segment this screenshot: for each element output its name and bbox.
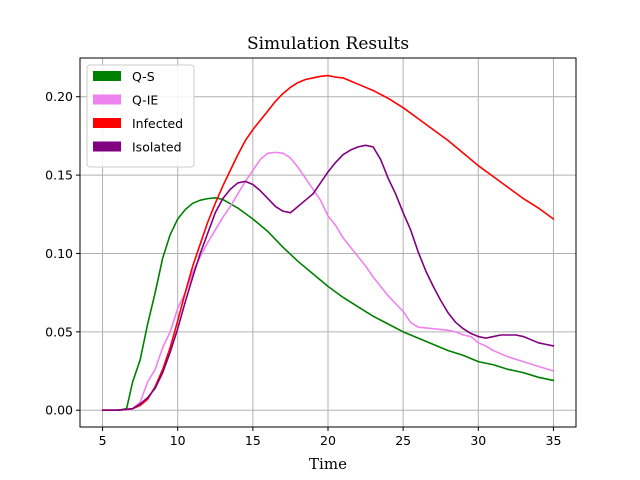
x-tick-label: 15 bbox=[245, 433, 261, 448]
chart-title: Simulation Results bbox=[247, 34, 409, 54]
y-tick-label: 0.10 bbox=[45, 246, 73, 261]
legend: Q-S Q-IE Infected Isolated bbox=[86, 64, 195, 168]
legend-label-q-s: Q-S bbox=[132, 69, 155, 84]
legend-swatch-infected bbox=[93, 118, 121, 128]
series-line-isolated bbox=[101, 144, 555, 412]
series-line-q-ie bbox=[101, 151, 555, 412]
y-tick-label: 0.20 bbox=[45, 89, 73, 104]
x-axis-ticks: 5 10 15 20 25 30 35 bbox=[99, 427, 562, 448]
x-tick-label: 10 bbox=[170, 433, 186, 448]
x-tick-label: 30 bbox=[470, 433, 486, 448]
series-line-infected bbox=[101, 74, 555, 412]
series-line-q-s bbox=[101, 197, 555, 412]
x-tick-label: 25 bbox=[395, 433, 411, 448]
y-tick-label: 0.00 bbox=[45, 403, 73, 418]
x-tick-label: 5 bbox=[99, 433, 107, 448]
legend-swatch-q-s bbox=[93, 71, 121, 81]
grid bbox=[80, 58, 576, 427]
x-tick-label: 35 bbox=[546, 433, 562, 448]
x-tick-label: 20 bbox=[320, 433, 336, 448]
y-tick-label: 0.15 bbox=[45, 168, 73, 183]
x-axis-label: Time bbox=[309, 455, 347, 473]
legend-swatch-isolated bbox=[93, 141, 121, 152]
legend-swatch-q-ie bbox=[93, 94, 121, 105]
series-lines bbox=[101, 74, 555, 412]
legend-label-isolated: Isolated bbox=[132, 140, 182, 155]
y-axis-ticks: 0.00 0.05 0.10 0.15 0.20 bbox=[45, 89, 80, 418]
legend-label-infected: Infected bbox=[132, 116, 183, 131]
legend-label-q-ie: Q-IE bbox=[132, 93, 158, 108]
y-tick-label: 0.05 bbox=[45, 324, 73, 339]
